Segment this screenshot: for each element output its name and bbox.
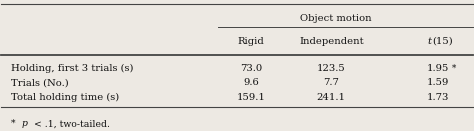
- Text: 241.1: 241.1: [317, 93, 346, 102]
- Text: 7.7: 7.7: [323, 78, 339, 87]
- Text: Independent: Independent: [299, 37, 364, 46]
- Text: *: *: [451, 64, 456, 73]
- Text: Holding, first 3 trials (s): Holding, first 3 trials (s): [11, 64, 133, 73]
- Text: Trials (No.): Trials (No.): [11, 78, 69, 87]
- Text: 73.0: 73.0: [240, 64, 262, 73]
- Text: (15): (15): [433, 37, 453, 46]
- Text: 9.6: 9.6: [243, 78, 259, 87]
- Text: 1.73: 1.73: [427, 93, 449, 102]
- Text: 123.5: 123.5: [317, 64, 346, 73]
- Text: Object motion: Object motion: [300, 14, 372, 23]
- Text: p: p: [21, 119, 27, 128]
- Text: < .1, two-tailed.: < .1, two-tailed.: [31, 119, 110, 128]
- Text: 159.1: 159.1: [237, 93, 265, 102]
- Text: Rigid: Rigid: [238, 37, 264, 46]
- Text: 1.59: 1.59: [427, 78, 449, 87]
- Text: t: t: [428, 37, 432, 46]
- Text: Total holding time (s): Total holding time (s): [11, 93, 119, 102]
- Text: 1.95: 1.95: [427, 64, 449, 73]
- Text: *: *: [11, 119, 18, 128]
